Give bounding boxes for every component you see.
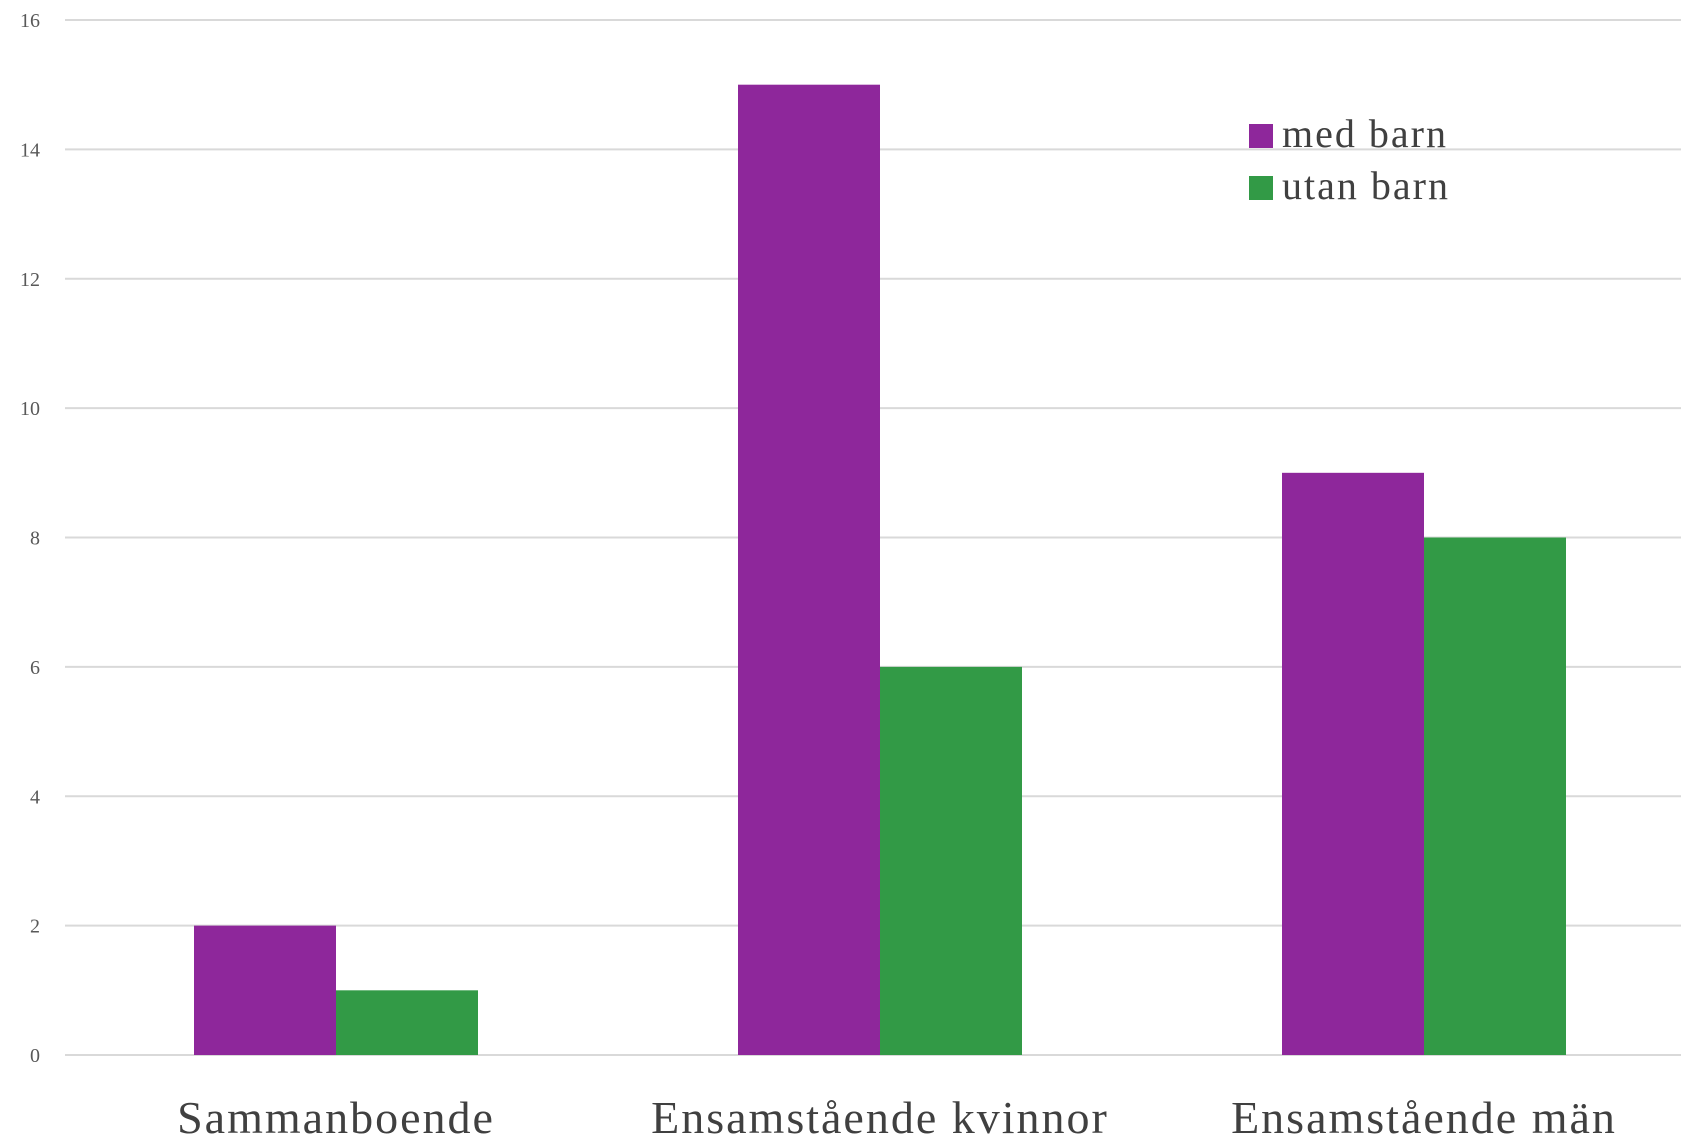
bar: [336, 990, 478, 1055]
bar: [1282, 472, 1424, 1055]
y-tick-label: 8: [30, 528, 40, 550]
y-tick-label: 0: [30, 1045, 40, 1067]
x-tick-label: Ensamstående män: [1231, 1092, 1617, 1138]
bar: [738, 84, 880, 1055]
x-tick-label: Ensamstående kvinnor: [651, 1092, 1109, 1138]
bars: [194, 84, 1566, 1055]
y-tick-label: 2: [30, 916, 40, 938]
bar: [194, 925, 336, 1055]
bar: [1424, 537, 1566, 1055]
x-axis-ticks: Sammanboende Ensamstående kvinnor Ensamstå…: [177, 1092, 1617, 1138]
legend: med barn utan barn: [1249, 111, 1450, 208]
y-tick-label: 10: [20, 398, 40, 420]
y-tick-label: 16: [20, 10, 40, 32]
legend-swatch: [1249, 124, 1273, 148]
legend-label: utan barn: [1282, 163, 1450, 208]
bar: [880, 666, 1022, 1055]
y-tick-label: 14: [20, 139, 40, 161]
x-tick-label: Sammanboende: [177, 1092, 495, 1138]
y-tick-label: 12: [20, 269, 40, 291]
legend-swatch: [1249, 176, 1273, 200]
y-tick-label: 4: [30, 786, 40, 808]
y-axis-ticks: 0 2 4 6 8 10 12 14 16: [20, 10, 40, 1067]
y-tick-label: 6: [30, 657, 40, 679]
legend-label: med barn: [1282, 111, 1448, 156]
